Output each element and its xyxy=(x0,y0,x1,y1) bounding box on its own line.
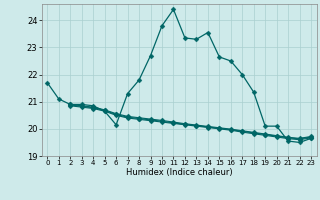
X-axis label: Humidex (Indice chaleur): Humidex (Indice chaleur) xyxy=(126,168,233,177)
